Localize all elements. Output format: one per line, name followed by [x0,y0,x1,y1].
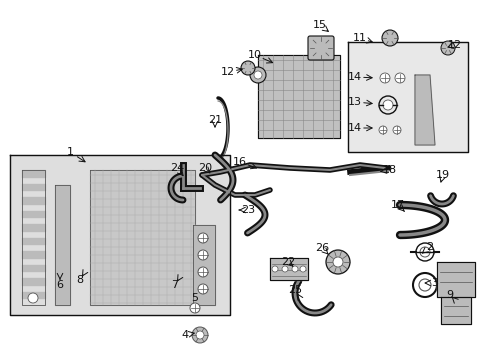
Text: 19: 19 [435,170,449,180]
Circle shape [378,126,386,134]
Text: 22: 22 [280,257,295,267]
Circle shape [198,284,207,294]
Circle shape [332,257,342,267]
Text: 23: 23 [241,205,255,215]
Text: 25: 25 [287,285,302,295]
Circle shape [282,266,287,272]
Circle shape [192,327,207,343]
Circle shape [325,250,349,274]
Circle shape [271,266,278,272]
Text: 3: 3 [430,278,438,288]
Circle shape [249,67,265,83]
Circle shape [198,233,207,243]
Text: 11: 11 [352,33,366,43]
Circle shape [28,293,38,303]
Text: 14: 14 [347,72,361,82]
Text: 4: 4 [181,330,188,340]
Text: 20: 20 [198,163,212,173]
Text: 2: 2 [426,242,433,252]
Text: 9: 9 [446,290,453,300]
Text: 18: 18 [382,165,396,175]
Circle shape [392,126,400,134]
Text: 14: 14 [347,123,361,133]
Text: 26: 26 [314,243,328,253]
Text: 15: 15 [312,20,326,30]
Circle shape [198,267,207,277]
Circle shape [381,30,397,46]
Circle shape [440,41,454,55]
Text: 12: 12 [447,40,461,50]
Circle shape [394,73,404,83]
FancyBboxPatch shape [307,36,333,60]
Circle shape [382,100,392,110]
Circle shape [299,266,305,272]
Text: 5: 5 [191,293,198,303]
Text: 10: 10 [247,50,262,60]
Text: 8: 8 [76,275,83,285]
Text: 12: 12 [221,67,235,77]
Circle shape [379,73,389,83]
Circle shape [253,71,262,79]
Polygon shape [414,75,434,145]
Text: 7: 7 [171,280,178,290]
Text: 24: 24 [169,163,184,173]
Text: 17: 17 [390,200,404,210]
Circle shape [415,243,433,261]
Text: 13: 13 [347,97,361,107]
Circle shape [198,250,207,260]
Circle shape [241,61,254,75]
Circle shape [291,266,297,272]
Text: 16: 16 [232,157,246,167]
Circle shape [196,331,203,339]
Text: 21: 21 [207,115,222,125]
Text: 1: 1 [66,147,73,157]
Circle shape [190,303,200,313]
Text: 6: 6 [57,280,63,290]
